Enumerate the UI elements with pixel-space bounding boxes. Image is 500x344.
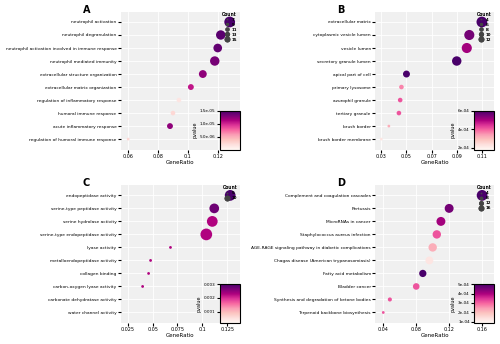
Point xyxy=(395,110,403,116)
Legend: 4, 8, 12, 16: 4, 8, 12, 16 xyxy=(476,184,492,211)
Point xyxy=(124,310,132,315)
Text: A: A xyxy=(82,5,90,15)
Point xyxy=(478,193,486,198)
Point xyxy=(437,219,445,224)
Point xyxy=(396,97,404,103)
Point xyxy=(466,32,473,38)
Point xyxy=(166,123,174,129)
Point xyxy=(398,84,406,90)
Text: B: B xyxy=(337,5,344,15)
Point xyxy=(138,284,146,289)
Point xyxy=(445,206,453,211)
Point xyxy=(386,297,394,302)
Point xyxy=(202,232,210,237)
X-axis label: GeneRatio: GeneRatio xyxy=(166,160,194,165)
Point xyxy=(226,193,234,198)
Point xyxy=(216,32,224,38)
Point xyxy=(124,136,132,142)
Point xyxy=(402,71,410,77)
X-axis label: GeneRatio: GeneRatio xyxy=(420,160,449,165)
Point xyxy=(214,45,222,51)
Point xyxy=(166,245,174,250)
Y-axis label: pvalue: pvalue xyxy=(196,295,201,312)
Point xyxy=(428,245,436,250)
Legend: 7, 9, 11, 13, 15: 7, 9, 11, 13, 15 xyxy=(221,11,238,43)
X-axis label: GeneRatio: GeneRatio xyxy=(166,333,194,338)
Point xyxy=(452,58,460,64)
Text: D: D xyxy=(337,178,345,188)
Point xyxy=(208,219,216,224)
Point xyxy=(426,258,434,263)
Legend: 4, 6, 8, 10, 12: 4, 6, 8, 10, 12 xyxy=(476,11,492,43)
Point xyxy=(187,84,195,90)
Point xyxy=(419,271,427,276)
Y-axis label: pvalue: pvalue xyxy=(450,295,456,312)
Point xyxy=(412,284,420,289)
Text: C: C xyxy=(82,178,90,188)
Point xyxy=(210,206,218,211)
Point xyxy=(378,136,386,142)
X-axis label: GeneRatio: GeneRatio xyxy=(420,333,449,338)
Point xyxy=(144,271,152,276)
Point xyxy=(124,297,132,302)
Point xyxy=(478,19,486,25)
Y-axis label: pvalue: pvalue xyxy=(450,122,456,138)
Point xyxy=(226,19,234,25)
Point xyxy=(146,258,154,263)
Point xyxy=(199,71,207,77)
Point xyxy=(463,45,471,51)
Y-axis label: pvalue: pvalue xyxy=(192,122,197,138)
Point xyxy=(433,232,441,237)
Point xyxy=(385,123,393,129)
Point xyxy=(380,310,388,315)
Point xyxy=(175,97,183,103)
Point xyxy=(211,58,219,64)
Point xyxy=(169,110,177,116)
Legend: 5, 10: 5, 10 xyxy=(222,184,238,201)
